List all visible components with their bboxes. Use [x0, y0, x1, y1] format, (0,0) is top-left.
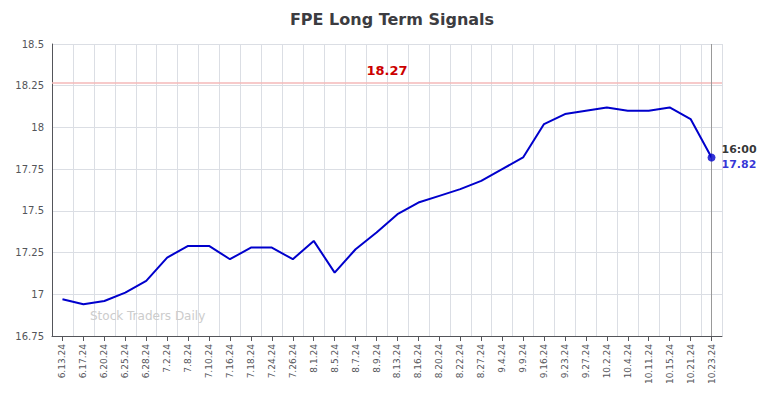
- svg-text:17.25: 17.25: [15, 247, 44, 258]
- svg-text:7.26.24: 7.26.24: [288, 344, 298, 379]
- svg-text:6.20.24: 6.20.24: [99, 344, 109, 379]
- svg-text:6.25.24: 6.25.24: [120, 344, 130, 379]
- svg-text:8.1.24: 8.1.24: [309, 344, 319, 373]
- svg-text:8.27.24: 8.27.24: [476, 344, 486, 379]
- svg-text:10.15.24: 10.15.24: [665, 344, 675, 384]
- svg-text:7.2.24: 7.2.24: [162, 344, 172, 373]
- svg-text:6.17.24: 6.17.24: [78, 344, 88, 379]
- svg-text:7.24.24: 7.24.24: [267, 344, 277, 379]
- svg-text:10.2.24: 10.2.24: [602, 344, 612, 379]
- svg-text:8.7.24: 8.7.24: [351, 344, 361, 373]
- svg-text:18.5: 18.5: [22, 39, 44, 50]
- svg-text:16.75: 16.75: [15, 331, 44, 342]
- svg-text:8.16.24: 8.16.24: [413, 344, 423, 379]
- svg-text:10.4.24: 10.4.24: [623, 344, 633, 379]
- svg-text:9.16.24: 9.16.24: [539, 344, 549, 379]
- svg-text:7.16.24: 7.16.24: [225, 344, 235, 379]
- svg-text:18.25: 18.25: [15, 80, 44, 91]
- svg-text:Stock Traders Daily: Stock Traders Daily: [90, 309, 205, 323]
- svg-text:6.13.24: 6.13.24: [57, 344, 67, 379]
- svg-text:8.13.24: 8.13.24: [392, 344, 402, 379]
- svg-text:6.28.24: 6.28.24: [141, 344, 151, 379]
- svg-text:7.10.24: 7.10.24: [204, 344, 214, 379]
- svg-text:8.22.24: 8.22.24: [455, 344, 465, 379]
- svg-text:17.5: 17.5: [22, 205, 44, 216]
- svg-text:8.9.24: 8.9.24: [372, 344, 382, 373]
- svg-text:7.8.24: 7.8.24: [183, 344, 193, 373]
- svg-text:18.27: 18.27: [366, 63, 407, 78]
- svg-text:7.18.24: 7.18.24: [246, 344, 256, 379]
- svg-text:9.9.24: 9.9.24: [518, 344, 528, 373]
- svg-text:18: 18: [31, 122, 44, 133]
- svg-text:8.5.24: 8.5.24: [330, 344, 340, 373]
- svg-text:17.82: 17.82: [722, 158, 757, 171]
- svg-text:9.23.24: 9.23.24: [560, 344, 570, 379]
- svg-text:16:00: 16:00: [722, 143, 757, 156]
- svg-text:17.75: 17.75: [15, 164, 44, 175]
- svg-text:9.4.24: 9.4.24: [497, 344, 507, 373]
- svg-text:10.21.24: 10.21.24: [686, 344, 696, 384]
- svg-text:17: 17: [31, 289, 44, 300]
- svg-text:8.20.24: 8.20.24: [434, 344, 444, 379]
- svg-text:10.23.24: 10.23.24: [707, 344, 717, 384]
- svg-text:9.27.24: 9.27.24: [581, 344, 591, 379]
- svg-text:FPE Long Term Signals: FPE Long Term Signals: [290, 10, 494, 29]
- svg-text:10.11.24: 10.11.24: [644, 344, 654, 384]
